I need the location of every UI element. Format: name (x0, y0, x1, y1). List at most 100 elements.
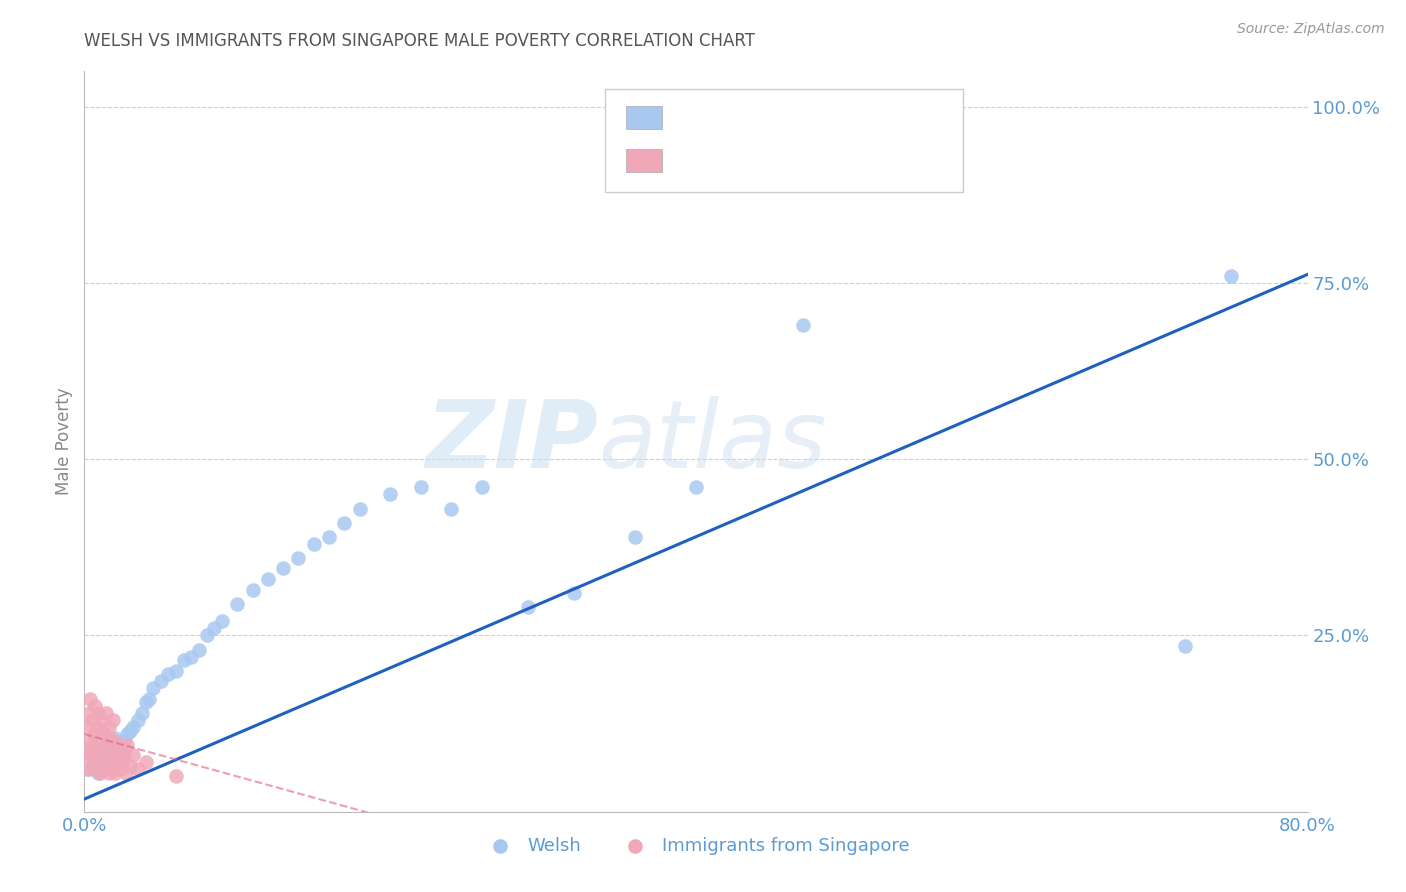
Text: 57: 57 (813, 108, 838, 126)
Legend: Welsh, Immigrants from Singapore: Welsh, Immigrants from Singapore (475, 830, 917, 862)
Point (96, 734, 118, 748)
Point (1220, 268, 1243, 283)
Point (242, 582, 264, 597)
Point (107, 752, 129, 766)
Point (188, 642, 211, 657)
Point (112, 734, 135, 748)
Point (86, 763, 108, 777)
Point (79, 734, 101, 748)
Point (115, 727, 138, 741)
Point (90, 713, 112, 727)
Point (83, 727, 105, 741)
Point (97, 766, 120, 780)
Text: R =: R = (671, 108, 710, 126)
Point (685, 480, 707, 494)
Point (135, 695, 157, 709)
Text: N =: N = (778, 151, 817, 169)
Point (87, 706, 110, 720)
Point (101, 741, 124, 756)
Point (98, 745, 121, 759)
Point (103, 763, 125, 777)
Point (287, 550, 309, 565)
Point (87, 748, 110, 763)
Point (87, 766, 110, 780)
Point (83, 759, 105, 773)
Point (89, 766, 111, 780)
Text: Source: ZipAtlas.com: Source: ZipAtlas.com (1237, 22, 1385, 37)
Point (516, 600, 538, 615)
Point (624, 530, 647, 544)
Point (103, 713, 125, 727)
Point (83, 756, 105, 770)
Point (302, 537, 325, 551)
Point (257, 572, 280, 586)
Point (108, 763, 131, 777)
Point (84, 741, 107, 756)
Point (80, 748, 103, 763)
Point (101, 763, 124, 777)
Text: ZIP: ZIP (425, 395, 598, 488)
Point (409, 480, 432, 494)
Point (120, 759, 142, 773)
Point (138, 692, 160, 706)
Point (96, 738, 118, 752)
Point (440, 501, 463, 516)
Point (333, 516, 356, 530)
Point (91, 759, 114, 773)
Point (792, 318, 814, 333)
Point (131, 706, 153, 720)
Point (165, 664, 187, 678)
Text: 52: 52 (813, 151, 838, 169)
Point (111, 756, 134, 770)
Point (91, 741, 114, 756)
Point (127, 713, 149, 727)
Point (94, 748, 117, 763)
Point (1174, 639, 1197, 653)
Point (94, 706, 117, 720)
Point (103, 756, 125, 770)
Point (349, 501, 371, 516)
Point (101, 738, 124, 752)
Point (211, 615, 233, 629)
Point (104, 731, 127, 745)
Point (318, 530, 340, 544)
Point (195, 628, 218, 642)
Point (77, 763, 100, 777)
Point (98, 731, 121, 745)
Point (76, 763, 98, 777)
Point (97, 720, 120, 734)
Text: -0.167: -0.167 (707, 151, 772, 169)
Point (180, 649, 202, 664)
Point (75, 748, 97, 763)
Point (89, 745, 111, 759)
Point (79, 692, 101, 706)
Point (157, 667, 180, 681)
Y-axis label: Male Poverty: Male Poverty (55, 388, 73, 495)
Point (115, 738, 138, 752)
Point (91, 723, 114, 738)
Point (122, 720, 145, 734)
Point (562, 586, 585, 600)
Point (120, 723, 142, 738)
Point (77, 706, 100, 720)
Point (135, 756, 157, 770)
Point (80, 713, 103, 727)
Text: 0.626: 0.626 (707, 108, 763, 126)
Point (94, 748, 117, 763)
Point (98, 752, 121, 766)
Point (77, 741, 100, 756)
Point (127, 763, 149, 777)
Text: atlas: atlas (598, 396, 827, 487)
Point (202, 621, 225, 635)
Point (90, 756, 112, 770)
Point (93, 763, 115, 777)
Point (107, 741, 129, 756)
Point (97, 756, 120, 770)
Point (142, 681, 165, 696)
Point (90, 752, 112, 766)
Point (110, 741, 132, 756)
Point (104, 766, 127, 780)
Point (93, 727, 115, 741)
Point (105, 745, 128, 759)
Point (86, 756, 108, 770)
